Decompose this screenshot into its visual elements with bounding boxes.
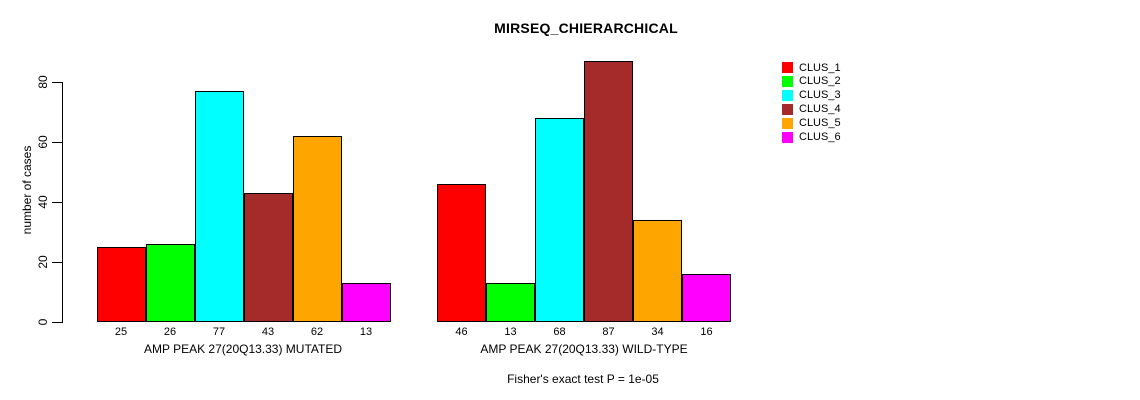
y-axis-tick-label: 0 [36, 318, 50, 326]
legend-swatch-icon [782, 117, 793, 129]
y-axis-tick [52, 262, 62, 263]
y-axis-tick-label: 80 [36, 75, 50, 89]
legend-item: CLUS_6 [782, 131, 841, 144]
legend-item: CLUS_3 [782, 89, 841, 102]
legend-item: CLUS_1 [782, 61, 841, 74]
y-axis-tick-label: 20 [36, 255, 50, 269]
legend-swatch-icon [782, 89, 793, 101]
caption-fishers-test: Fisher's exact test P = 1e-05 [507, 372, 659, 386]
bar-value-label: 34 [651, 326, 664, 338]
bar-clus_2 [145, 244, 195, 322]
bar-clus_4 [243, 193, 293, 322]
legend-item-label: CLUS_5 [799, 117, 841, 130]
bar-clus_6 [682, 274, 731, 322]
bar-value-label: 87 [602, 326, 615, 338]
legend-item-label: CLUS_3 [799, 89, 841, 102]
x-axis-group-label-wildtype: AMP PEAK 27(20Q13.33) WILD-TYPE [480, 342, 688, 356]
chart-title: MIRSEQ_CHIERARCHICAL [494, 20, 678, 36]
bar-clus_3 [194, 91, 244, 322]
bar-value-label: 25 [114, 326, 128, 338]
bar-clus_4 [584, 61, 633, 322]
legend-swatch-icon [782, 75, 793, 87]
y-axis-tick [52, 82, 62, 83]
legend-swatch-icon [782, 131, 793, 143]
bar-clus_5 [292, 136, 342, 322]
bar-clus_3 [535, 118, 584, 322]
bar-value-label: 13 [504, 326, 517, 338]
bar-clus_5 [633, 220, 682, 322]
bar-clus_1 [437, 184, 486, 322]
bar-clus_6 [341, 283, 391, 322]
bar-value-label: 43 [261, 326, 275, 338]
legend-swatch-icon [782, 62, 793, 73]
bar-clus_2 [486, 283, 535, 322]
legend-item: CLUS_5 [782, 117, 841, 130]
bar-value-label: 26 [163, 326, 177, 338]
y-axis-tick [52, 322, 62, 323]
y-axis-line [62, 82, 63, 323]
y-axis-tick [52, 202, 62, 203]
x-axis-group-label-mutated: AMP PEAK 27(20Q13.33) MUTATED [143, 342, 343, 356]
bar-value-label: 46 [455, 326, 468, 338]
y-axis-label: number of cases [20, 145, 34, 235]
legend-item: CLUS_2 [782, 75, 841, 88]
y-axis-tick-label: 60 [36, 135, 50, 149]
y-axis-tick-label: 40 [36, 195, 50, 209]
bar-value-label: 62 [310, 326, 324, 338]
bar-value-label: 16 [700, 326, 713, 338]
bar-value-label: 77 [212, 326, 226, 338]
bar-value-label: 68 [553, 326, 566, 338]
legend-item-label: CLUS_4 [799, 103, 841, 116]
legend-item: CLUS_4 [782, 103, 841, 116]
y-axis-tick [52, 142, 62, 143]
legend-item-label: CLUS_6 [799, 131, 841, 143]
legend-swatch-icon [782, 103, 793, 115]
legend-item-label: CLUS_1 [799, 61, 841, 74]
legend-item-label: CLUS_2 [799, 75, 841, 88]
bar-value-label: 13 [359, 326, 373, 338]
bar-clus_1 [96, 247, 146, 322]
